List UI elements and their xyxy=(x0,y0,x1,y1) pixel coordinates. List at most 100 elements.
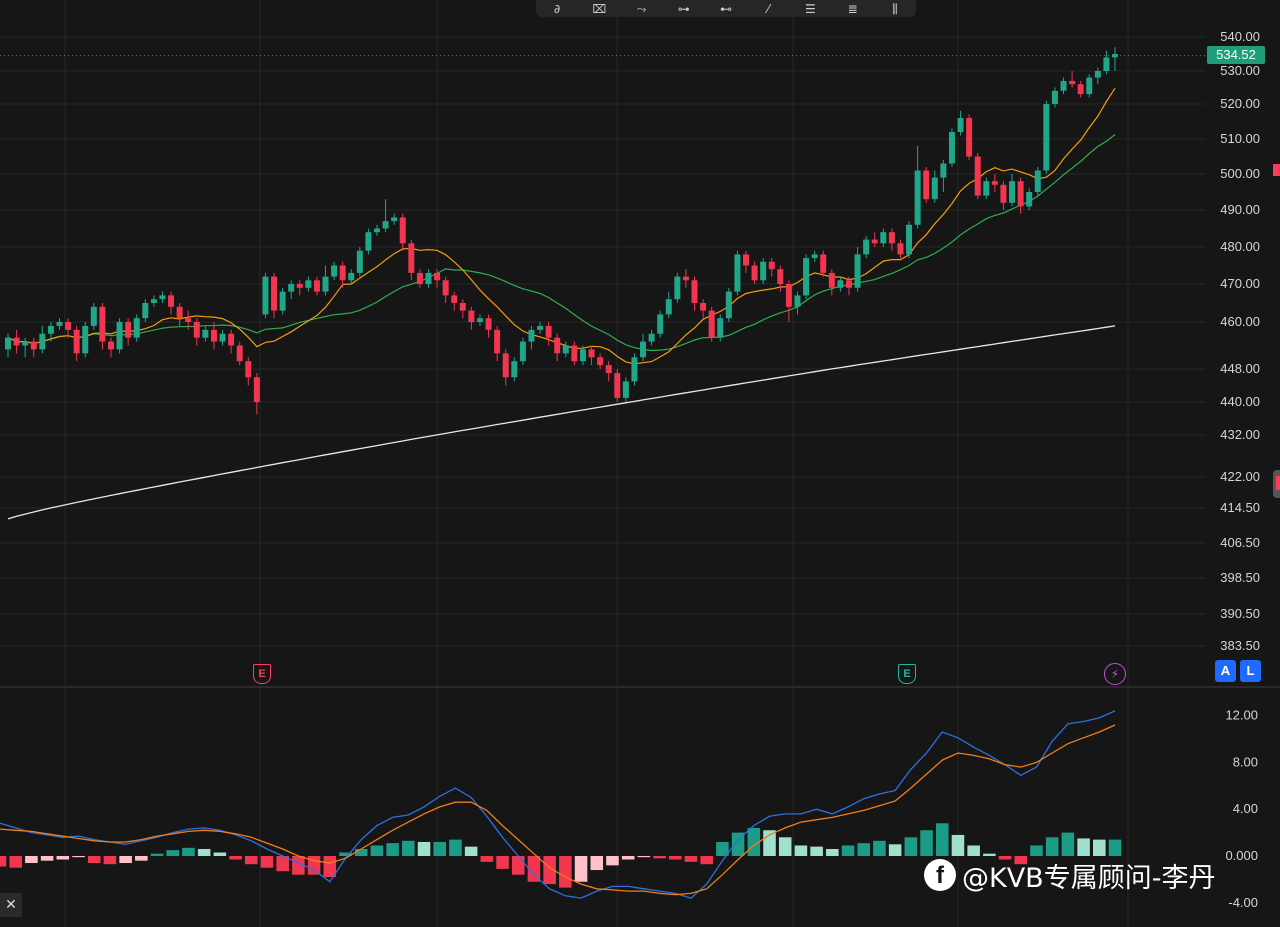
watermark: f @KVB专属顾问-李丹 xyxy=(924,856,1215,894)
macd-histogram-bar xyxy=(370,845,384,856)
price-tick-label: 448.00 xyxy=(1220,361,1260,376)
price-tick-label: 414.50 xyxy=(1220,500,1260,515)
edge-marker-top xyxy=(1273,164,1280,176)
candle-body xyxy=(897,243,904,255)
candle-body xyxy=(253,377,260,402)
candle-body xyxy=(554,337,561,354)
price-tick-label: 390.50 xyxy=(1220,606,1260,621)
watermark-text: @KVB专属顾问-李丹 xyxy=(962,862,1216,894)
candle-body xyxy=(794,295,801,307)
candle-body xyxy=(228,333,235,346)
price-tick-label: 480.00 xyxy=(1220,239,1260,254)
macd-histogram-bar xyxy=(669,856,682,860)
ray-tool-icon[interactable]: ⊷ xyxy=(719,1,732,16)
macd-axis[interactable]: 12.00 8.00 4.00 0.000 -4.00 xyxy=(1225,708,1258,910)
candlestick-series[interactable] xyxy=(5,47,1118,415)
candle-body xyxy=(425,272,432,284)
candle-body xyxy=(219,333,226,342)
macd-histogram-bar xyxy=(511,856,525,875)
candle-body xyxy=(519,341,526,362)
price-tick-label: 490.00 xyxy=(1220,202,1260,217)
rectangle-tool-icon[interactable]: ⌧ xyxy=(592,1,607,16)
macd-histogram-bar xyxy=(559,856,572,888)
horizontal-line-icon[interactable]: ⊶ xyxy=(677,1,690,16)
macd-histogram-bar xyxy=(1093,839,1106,856)
macd-histogram-bar xyxy=(1030,845,1043,856)
candle-body xyxy=(777,269,784,284)
macd-tick-label: -4.00 xyxy=(1228,895,1258,910)
candle-body xyxy=(785,284,792,307)
candle-body xyxy=(296,284,303,288)
macd-histogram-bar xyxy=(935,823,949,856)
candle-body xyxy=(271,276,278,311)
auto-scale-button[interactable]: A xyxy=(1215,660,1236,682)
candle-body xyxy=(348,272,355,281)
last-price-tag: 534.52 xyxy=(1207,46,1265,64)
macd-histogram-bar xyxy=(967,845,980,856)
macd-histogram-bar xyxy=(888,844,902,856)
macd-histogram-bar xyxy=(716,841,729,856)
candle-body xyxy=(545,325,552,338)
candle-body xyxy=(657,314,664,334)
lightning-icon[interactable]: ⚡ xyxy=(1104,663,1126,685)
candle-body xyxy=(125,322,132,338)
macd-tick-label: 12.00 xyxy=(1225,708,1258,723)
close-icon[interactable]: ✕ xyxy=(0,893,22,917)
candle-body xyxy=(202,329,209,338)
candle-body xyxy=(511,361,518,378)
earnings-marker-icon[interactable]: E xyxy=(898,664,916,684)
macd-histogram-bar xyxy=(103,856,117,865)
macd-histogram-bar xyxy=(464,846,478,856)
candle-body xyxy=(691,280,698,303)
path-tool-icon[interactable]: ⤳ xyxy=(636,1,647,16)
fib-retracement-icon[interactable]: ≣ xyxy=(847,1,858,16)
candle-body xyxy=(743,254,749,266)
candle-body xyxy=(760,261,767,281)
macd-histogram-bar xyxy=(1014,856,1028,865)
measure-tool-icon[interactable]: ⫼ xyxy=(892,1,898,16)
macd-histogram xyxy=(0,823,1122,888)
candle-body xyxy=(73,329,80,354)
macd-histogram-bar xyxy=(621,856,635,860)
macd-histogram-bar xyxy=(197,848,211,856)
macd-histogram-bar xyxy=(574,856,588,882)
macd-tick-label: 8.00 xyxy=(1233,754,1258,769)
price-axis[interactable]: 540.00 530.00 520.00 510.00 500.00 490.00 480.… xyxy=(1220,29,1260,653)
macd-histogram-bar xyxy=(150,853,164,856)
candle-body xyxy=(434,272,441,281)
candle-body xyxy=(811,254,818,259)
candle-body xyxy=(90,306,97,326)
candle-body xyxy=(991,181,998,185)
log-scale-button[interactable]: L xyxy=(1240,660,1261,682)
candle-body xyxy=(47,325,54,334)
candle-body xyxy=(923,170,930,200)
macd-histogram-bar xyxy=(873,840,886,856)
candle-body xyxy=(1112,54,1118,58)
price-tick-label: 422.00 xyxy=(1220,469,1260,484)
candle-body xyxy=(734,254,741,292)
parallel-channel-icon[interactable]: ☰ xyxy=(805,1,816,16)
trend-line-icon[interactable]: ⁄ xyxy=(767,1,770,16)
macd-histogram-bar xyxy=(951,834,965,856)
candle-body xyxy=(1026,192,1033,207)
candle-body xyxy=(974,156,981,196)
earnings-marker-icon[interactable]: E xyxy=(253,664,271,684)
candle-body xyxy=(631,357,638,382)
candle-body xyxy=(614,373,621,398)
price-tick-label: 520.00 xyxy=(1220,96,1260,111)
macd-histogram-bar xyxy=(763,830,776,856)
price-tick-label: 470.00 xyxy=(1220,276,1260,291)
candle-body xyxy=(888,232,895,244)
brush-icon[interactable]: ∂ xyxy=(554,1,561,16)
macd-histogram-bar xyxy=(543,856,556,885)
candle-body xyxy=(442,280,449,296)
ma-long-line xyxy=(7,325,1116,520)
candle-body xyxy=(751,265,758,281)
macd-histogram-bar xyxy=(1077,838,1090,856)
candle-body xyxy=(313,280,320,292)
macd-histogram-bar xyxy=(653,856,666,859)
price-tick-label: 530.00 xyxy=(1220,63,1260,78)
facebook-icon: f xyxy=(924,859,956,891)
macd-histogram-bar xyxy=(606,856,619,866)
